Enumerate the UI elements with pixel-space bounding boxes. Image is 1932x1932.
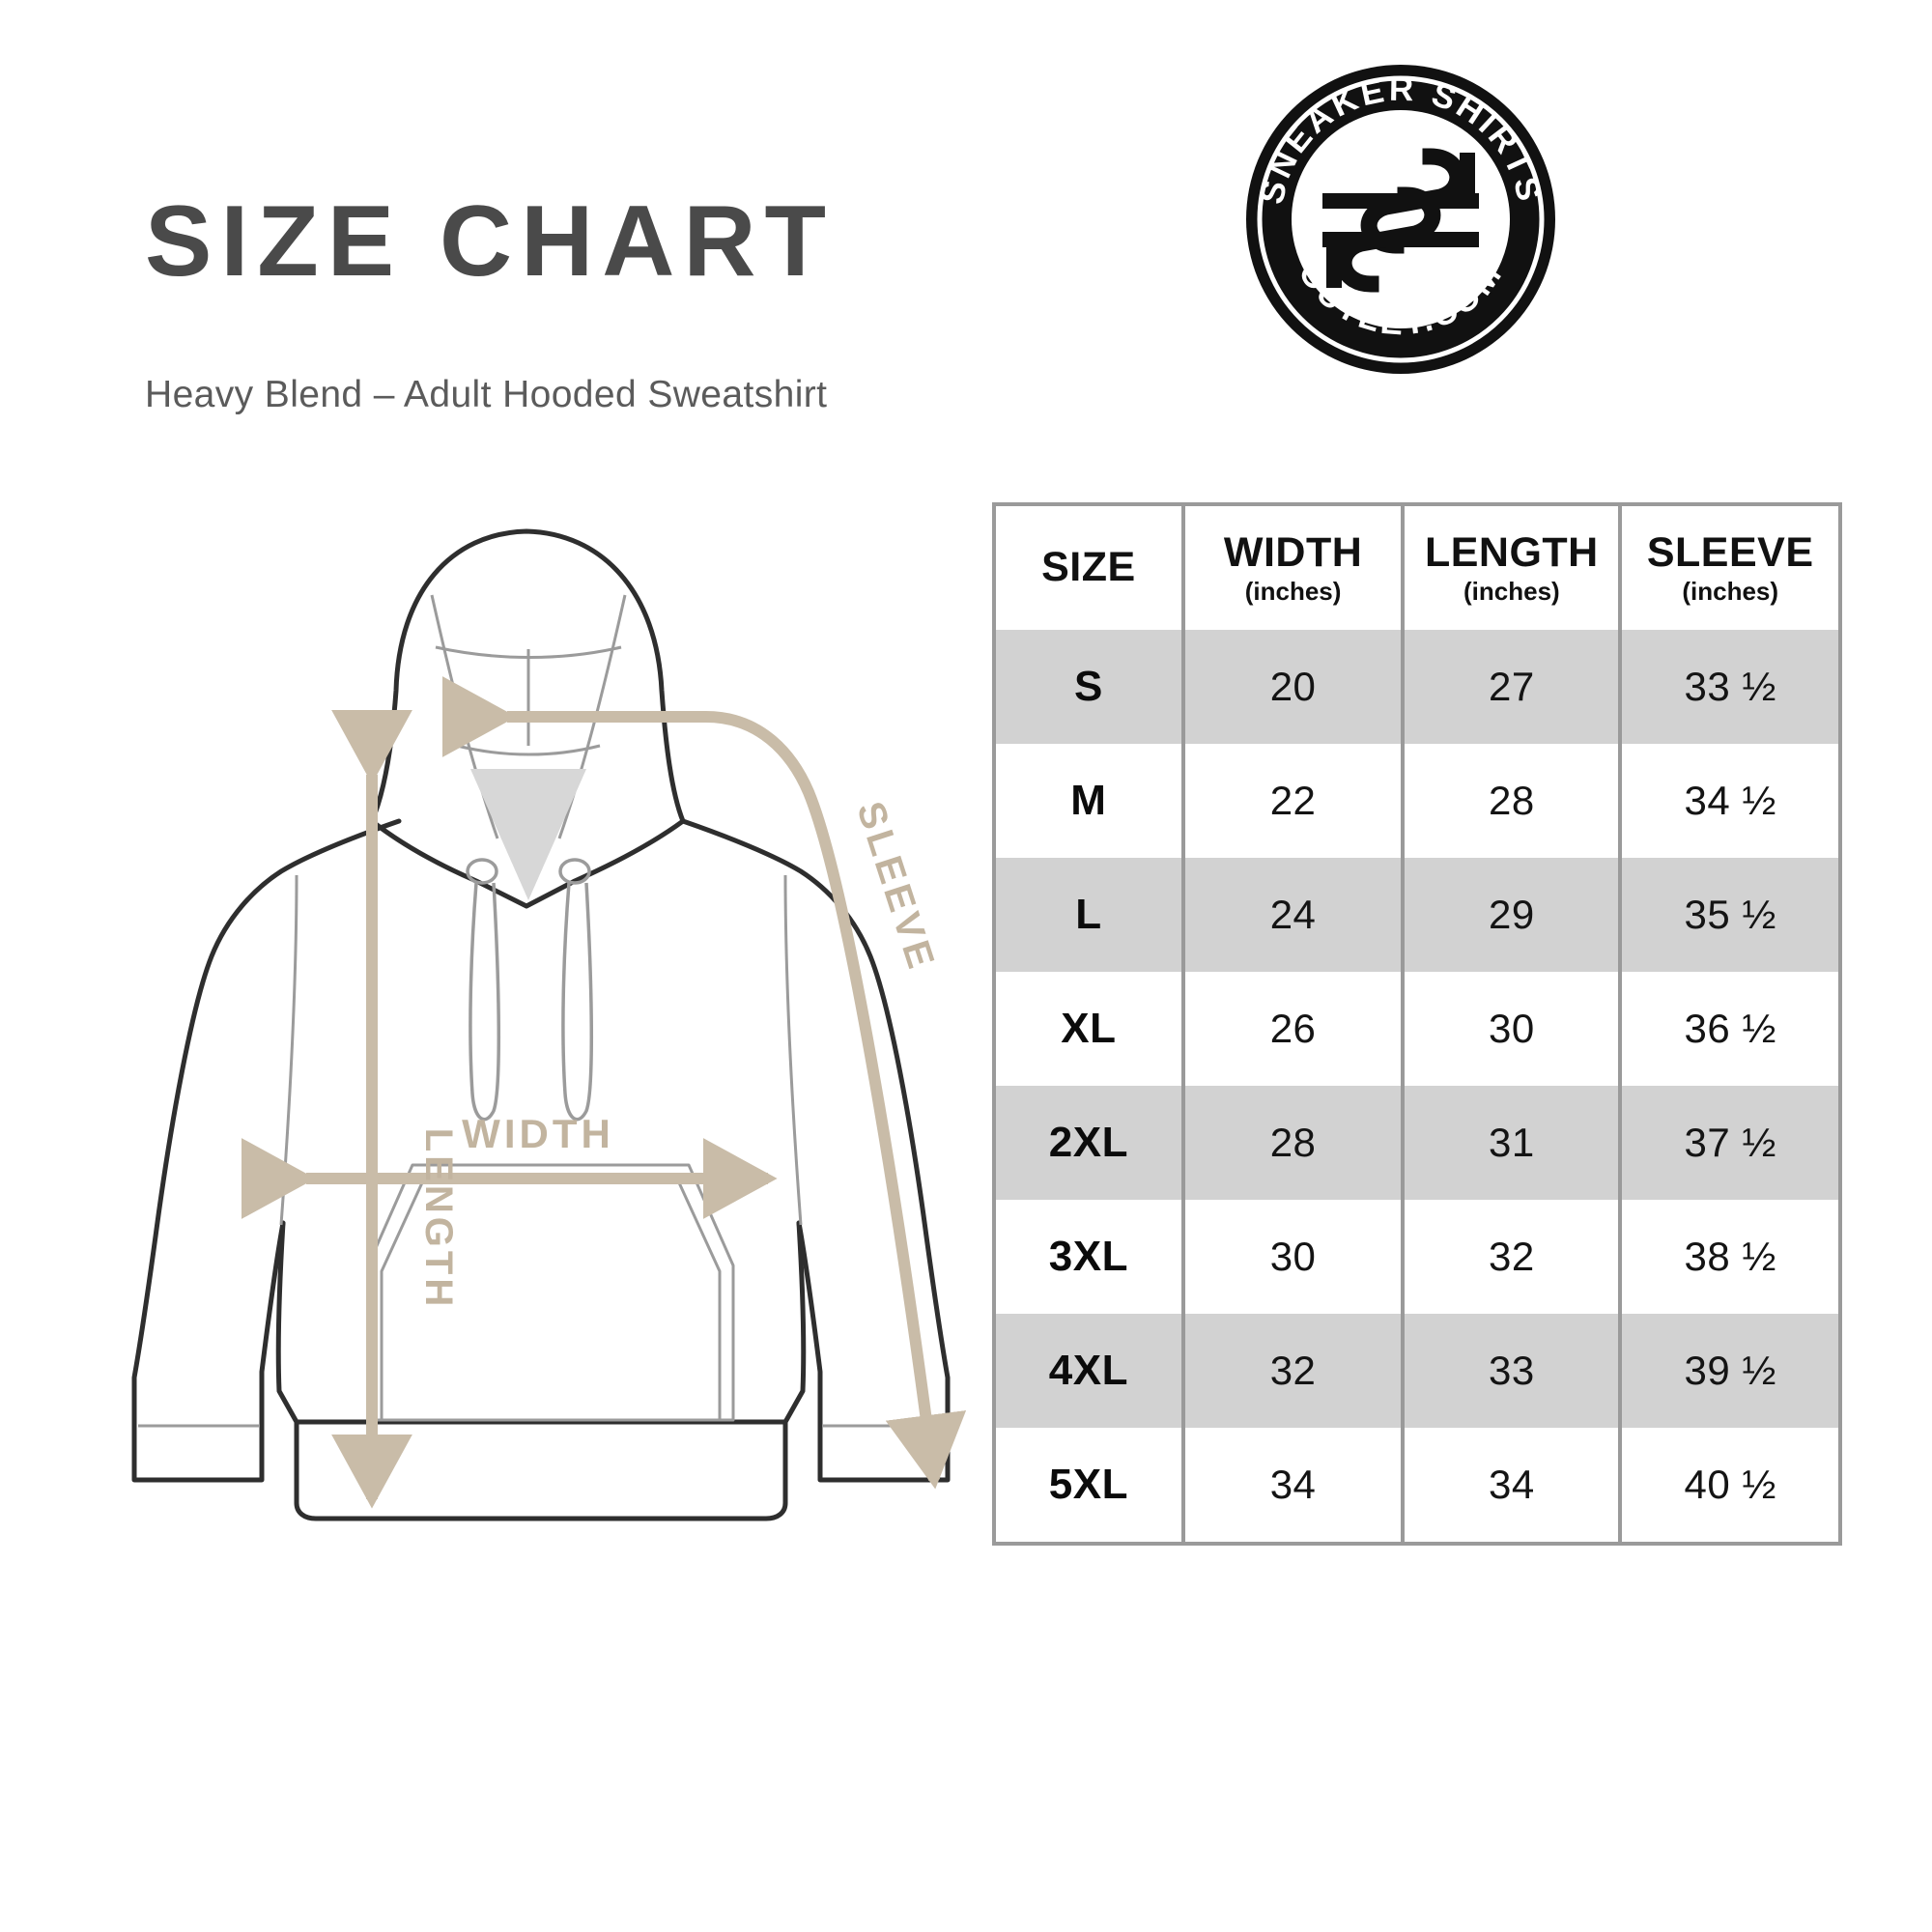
- cell-sleeve: 36 ½: [1622, 972, 1838, 1086]
- page-subtitle: Heavy Blend – Adult Hooded Sweatshirt: [145, 374, 828, 416]
- column-header-size: SIZE: [996, 506, 1181, 630]
- column-header-size-label: SIZE: [1041, 544, 1136, 591]
- left-sleeve-outline: [131, 818, 402, 1483]
- right-raglan-seam: [783, 874, 803, 1226]
- cell-length: 34: [1405, 1428, 1619, 1542]
- cell-length: 30: [1405, 972, 1619, 1086]
- cell-width: 30: [1184, 1200, 1402, 1314]
- column-header-length-units: (inches): [1463, 577, 1560, 607]
- cell-size: 3XL: [996, 1200, 1181, 1314]
- cell-length: 32: [1405, 1200, 1619, 1314]
- table-row: L 24 29 35 ½: [996, 858, 1838, 972]
- cell-width: 34: [1184, 1428, 1402, 1542]
- cell-width: 28: [1184, 1086, 1402, 1200]
- table-header: SIZE WIDTH (inches) LENGTH (inches) SLEE…: [996, 506, 1838, 630]
- column-header-sleeve-label: SLEEVE: [1646, 528, 1814, 576]
- width-label: WIDTH: [462, 1111, 614, 1156]
- cell-width: 26: [1184, 972, 1402, 1086]
- length-label: LENGTH: [417, 1128, 460, 1310]
- table-row: S 20 27 33 ½: [996, 630, 1838, 744]
- cell-size: L: [996, 858, 1181, 972]
- heading-block: SIZE CHART Heavy Blend – Adult Hooded Sw…: [145, 188, 937, 416]
- right-drawstring: [561, 882, 594, 1122]
- cell-size: 2XL: [996, 1086, 1181, 1200]
- column-header-length-label: LENGTH: [1424, 528, 1599, 576]
- cell-sleeve: 34 ½: [1622, 744, 1838, 858]
- cell-sleeve: 37 ½: [1622, 1086, 1838, 1200]
- page-title: SIZE CHART: [145, 185, 835, 298]
- column-header-length: LENGTH (inches): [1405, 506, 1619, 630]
- logo-ring-hairline: [1257, 75, 1545, 363]
- logo-monogram-ss: [1322, 148, 1479, 293]
- cell-sleeve: 35 ½: [1622, 858, 1838, 972]
- cell-sleeve: 38 ½: [1622, 1200, 1838, 1314]
- left-grommet: [466, 858, 498, 885]
- cell-length: 29: [1405, 858, 1619, 972]
- table-body: S 20 27 33 ½ M 22 28 34 ½ L 24 29 35 ½: [996, 630, 1838, 1542]
- cell-size: XL: [996, 972, 1181, 1086]
- cell-width: 32: [1184, 1314, 1402, 1428]
- cell-size: 5XL: [996, 1428, 1181, 1542]
- column-header-sleeve-units: (inches): [1682, 577, 1779, 607]
- cell-size: 4XL: [996, 1314, 1181, 1428]
- table-header-row: SIZE WIDTH (inches) LENGTH (inches) SLEE…: [996, 506, 1838, 630]
- cell-width: 20: [1184, 630, 1402, 744]
- brand-logo: SNEAKER SHIRTS OUTLET.COM: [1241, 60, 1560, 379]
- cell-size: M: [996, 744, 1181, 858]
- cell-width: 24: [1184, 858, 1402, 972]
- table-row: 3XL 30 32 38 ½: [996, 1200, 1838, 1314]
- body-outline: [275, 1220, 807, 1425]
- cell-sleeve: 39 ½: [1622, 1314, 1838, 1428]
- cell-length: 33: [1405, 1314, 1619, 1428]
- table-row: XL 26 30 36 ½: [996, 972, 1838, 1086]
- hoodie-illustration: WIDTH LENGTH SLEEVE: [92, 502, 980, 1555]
- logo-monogram-stems: [1326, 153, 1475, 288]
- size-chart-table: SIZE WIDTH (inches) LENGTH (inches) SLEE…: [992, 502, 1842, 1546]
- left-raglan-seam: [279, 874, 298, 1226]
- column-header-sleeve: SLEEVE (inches): [1622, 506, 1838, 630]
- table-row: 4XL 32 33 39 ½: [996, 1314, 1838, 1428]
- cell-size: S: [996, 630, 1181, 744]
- sleeve-arrow: [441, 676, 967, 1490]
- column-header-width-units: (inches): [1244, 577, 1342, 607]
- cell-width: 22: [1184, 744, 1402, 858]
- table-row: M 22 28 34 ½: [996, 744, 1838, 858]
- column-header-width: WIDTH (inches): [1184, 506, 1402, 630]
- cell-sleeve: 40 ½: [1622, 1428, 1838, 1542]
- cell-length: 28: [1405, 744, 1619, 858]
- left-drawstring: [469, 882, 501, 1122]
- sleeve-label: SLEEVE: [848, 797, 943, 978]
- size-table-container: SIZE WIDTH (inches) LENGTH (inches) SLEE…: [992, 502, 1842, 1546]
- hood-inner-seam-2: [456, 744, 601, 756]
- column-header-width-label: WIDTH: [1223, 528, 1363, 576]
- table-row: 5XL 34 34 40 ½: [996, 1428, 1838, 1542]
- drawstrings: [466, 858, 594, 1122]
- cell-length: 31: [1405, 1086, 1619, 1200]
- cell-sleeve: 33 ½: [1622, 630, 1838, 744]
- cell-length: 27: [1405, 630, 1619, 744]
- waistband: [294, 1419, 788, 1521]
- table-row: 2XL 28 31 37 ½: [996, 1086, 1838, 1200]
